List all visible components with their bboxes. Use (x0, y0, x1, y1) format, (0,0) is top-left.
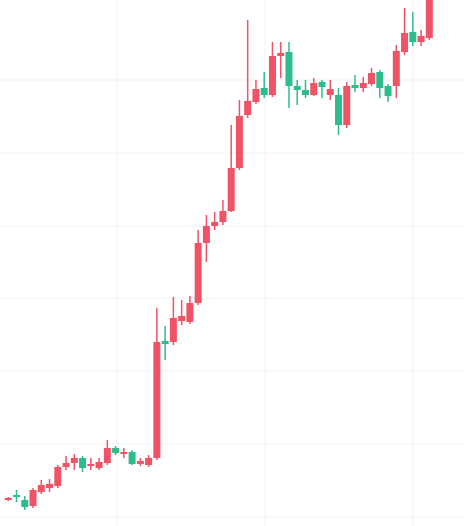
candle-body (335, 95, 343, 125)
candle-body (318, 82, 326, 87)
candle-body (46, 484, 54, 488)
candle-body (425, 0, 433, 38)
candle-body (392, 51, 400, 86)
candle-body (37, 485, 45, 492)
candle-body (252, 89, 260, 102)
candle-body (277, 53, 285, 56)
candle-body (244, 101, 252, 115)
candle-body (211, 222, 219, 226)
candle-body (260, 88, 268, 95)
candle-body (384, 86, 392, 96)
candle-body (153, 342, 161, 458)
candle-body (161, 341, 169, 344)
candle-body (310, 83, 318, 95)
candle-body (219, 211, 227, 222)
candle-body (351, 85, 359, 88)
candle-body (409, 32, 417, 42)
candle-body (376, 72, 384, 88)
candle-body (145, 458, 153, 465)
candle-body (368, 73, 376, 84)
candle-body (21, 500, 29, 507)
candle-body (401, 33, 409, 52)
candle-body (54, 467, 62, 486)
candle-body (62, 463, 70, 467)
candle-body (417, 36, 425, 42)
candle-body (268, 56, 276, 95)
candle-body (301, 90, 309, 95)
candle-body (103, 448, 111, 463)
candle-body (186, 303, 194, 322)
candle-body (194, 243, 202, 303)
candle-body (79, 458, 87, 468)
candle-body (87, 464, 95, 466)
candle-body (343, 86, 351, 125)
candle-body (202, 226, 210, 243)
candle-body (169, 318, 177, 342)
candle-body (29, 490, 37, 506)
candle-body (128, 452, 136, 464)
candle-body (95, 462, 103, 468)
candle-body (227, 168, 235, 211)
candle-body (120, 452, 128, 454)
candle-body (136, 461, 144, 464)
candle-body (13, 495, 21, 497)
candle-body (235, 116, 243, 168)
candle-body (326, 89, 334, 95)
candle-body (293, 86, 301, 90)
candle-body (285, 52, 293, 86)
candle-body (4, 498, 12, 500)
candle-body (70, 458, 78, 463)
candle-body (112, 448, 120, 453)
candle-body (359, 83, 367, 88)
candle-body (178, 316, 186, 321)
